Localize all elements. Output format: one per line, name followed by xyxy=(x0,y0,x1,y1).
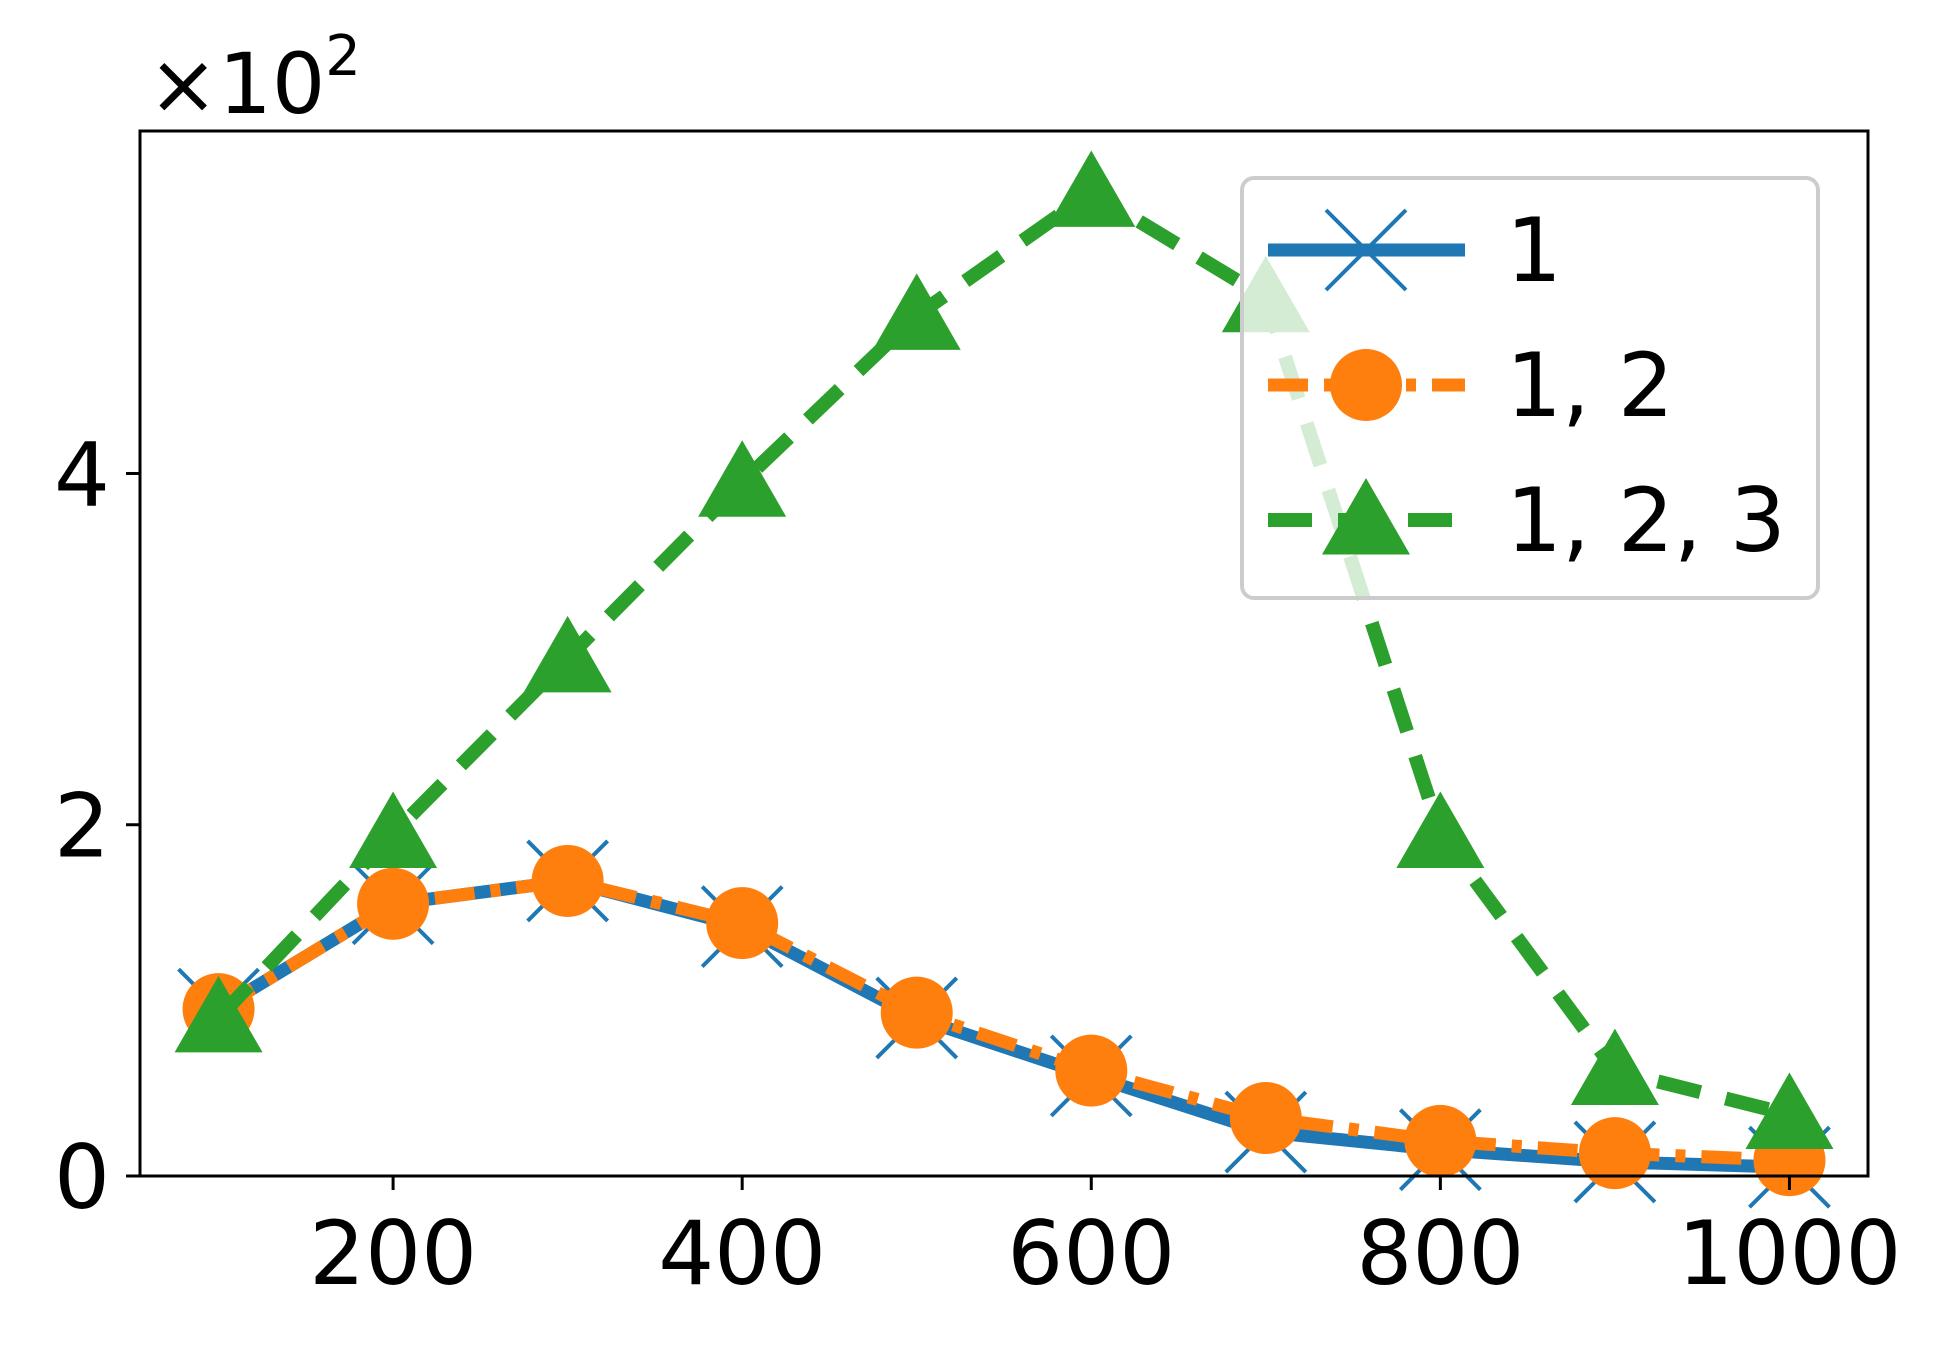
x-tick-label: 1000 xyxy=(1677,1202,1901,1305)
legend-item-2: 1, 2 xyxy=(1268,334,1674,437)
y-tick-label: 0 xyxy=(54,1126,110,1229)
data-point xyxy=(523,615,612,693)
data-point xyxy=(1047,150,1136,227)
data-point xyxy=(174,975,263,1053)
y-tick-label: 2 xyxy=(54,775,110,878)
series-3 xyxy=(174,150,1834,1149)
legend-item-3: 1, 2, 3 xyxy=(1268,469,1786,572)
data-point xyxy=(1570,1028,1659,1106)
legend-item-1: 1 xyxy=(1268,199,1562,302)
data-point xyxy=(880,976,953,1049)
series-line xyxy=(213,185,1792,1122)
data-point xyxy=(872,273,961,350)
x-tick-label: 200 xyxy=(309,1202,477,1305)
data-point xyxy=(1578,1117,1651,1190)
plot-frame xyxy=(138,129,1870,1178)
data-point xyxy=(1229,1082,1302,1155)
data-point xyxy=(357,867,430,940)
legend-label: 1, 2 xyxy=(1506,334,1674,437)
data-point xyxy=(1396,791,1485,868)
data-point xyxy=(1404,1104,1477,1177)
data-point xyxy=(1055,1034,1128,1107)
legend-marker xyxy=(1322,478,1410,555)
legend-marker xyxy=(1324,208,1408,292)
series-line xyxy=(215,874,1790,1167)
y-multiplier-label: ×102 xyxy=(148,24,361,133)
x-tick-label: 400 xyxy=(658,1202,826,1305)
data-point xyxy=(1745,1072,1834,1149)
legend: 1 1, 2 1, 2, 3 xyxy=(1240,176,1820,600)
legend-frame xyxy=(1240,176,1820,600)
data-point xyxy=(531,844,604,917)
x-tick-label: 800 xyxy=(1356,1202,1524,1305)
legend-label: 1, 2, 3 xyxy=(1506,469,1786,572)
x-tick-label: 600 xyxy=(1007,1202,1175,1305)
legend-marker xyxy=(1330,349,1402,421)
data-point xyxy=(349,791,438,868)
y-tick-label: 4 xyxy=(54,423,110,526)
data-point xyxy=(706,887,779,960)
legend-label: 1 xyxy=(1506,199,1562,302)
data-point xyxy=(698,440,787,517)
